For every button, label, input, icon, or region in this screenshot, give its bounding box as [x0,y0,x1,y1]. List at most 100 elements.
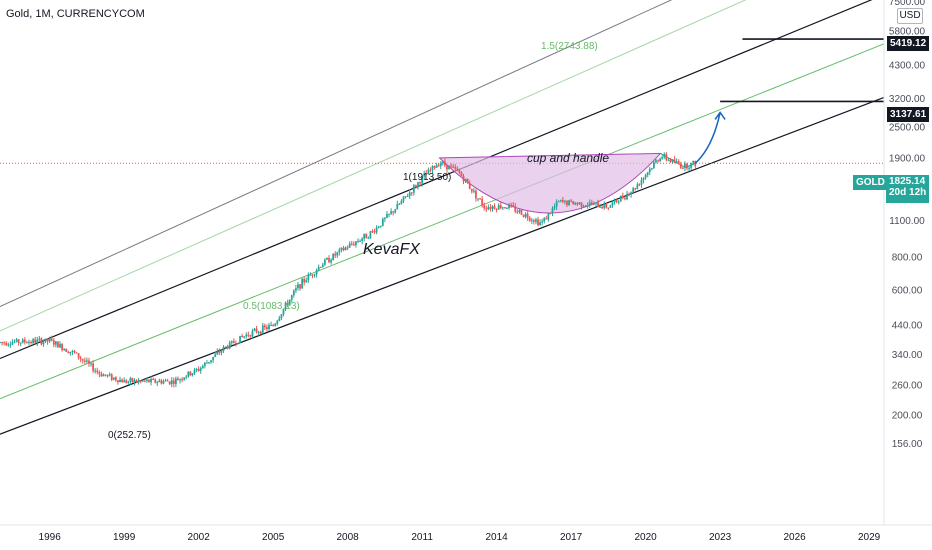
candle-body [305,280,308,283]
candle-body [667,159,670,161]
candle-body [187,371,190,377]
candle-body [317,267,320,271]
candle-body [69,351,72,354]
candle-body [46,338,49,342]
x-tick-label: 1999 [113,532,136,543]
candle-body [504,207,506,209]
candle-body [566,200,568,206]
candle-body [220,350,223,353]
candle-body [597,202,599,208]
candle-body [11,342,14,345]
candle-body [323,259,326,265]
fib-15-label: 1.5(2743.88) [541,41,598,52]
candle-body [398,203,401,205]
candle-body [514,206,517,212]
y-tick-label: 260.00 [892,381,923,392]
candle-body [381,218,384,226]
candle-body [338,249,341,253]
candle-body [90,363,92,365]
candle-body [425,173,428,175]
candle-body [684,163,686,168]
candle-body [592,203,595,205]
candle-body [400,200,403,204]
candle-body [160,380,163,384]
candle-body [359,240,361,242]
candle-body [508,204,510,209]
candle-body [32,339,35,343]
candle-body [255,328,258,333]
candle-body [348,243,351,248]
candle-body [394,209,397,213]
candle-body [208,361,210,363]
candle-body [417,182,419,188]
candle-body [590,202,593,205]
y-tick-label: 800.00 [892,252,923,263]
candle-body [539,222,541,226]
currency-badge[interactable]: USD [897,8,923,24]
candle-body [648,168,651,173]
candle-body [259,331,262,334]
candle-body [280,314,283,319]
candle-body [137,380,140,383]
candle-body [501,207,504,209]
candle-body [15,339,18,342]
candles [0,152,697,388]
candle-body [313,274,316,276]
candle-body [183,377,186,380]
candle-body [102,374,105,377]
candle-body [119,379,121,383]
candle-body [319,267,322,269]
candle-body [673,159,676,163]
candle-body [166,380,169,382]
candle-body [468,183,471,189]
candle-body [611,202,614,206]
x-tick-label: 2029 [858,532,881,543]
bar-countdown: 20d 12h [889,187,927,198]
candle-body [274,323,277,327]
candle-body [17,339,20,343]
candle-body [28,341,30,343]
candle-body [549,212,552,214]
candle-body [86,360,88,362]
candle-body [290,295,293,300]
candle-body [23,339,26,343]
y-tick-label: 1900.00 [889,154,926,165]
candle-body [59,344,61,348]
candle-body [177,378,179,381]
candle-body [661,157,664,159]
y-tick-label: 3200.00 [889,94,926,105]
candle-body [415,185,417,188]
candle-body [284,302,287,310]
y-tick-label: 2500.00 [889,122,926,133]
candle-body [303,278,306,283]
candle-body [404,196,407,198]
candle-body [131,378,134,383]
candle-body [191,373,194,376]
candle-body [477,198,479,200]
candle-body [237,343,239,345]
candle-body [232,341,235,344]
projection-arrowhead [714,111,726,120]
candle-body [642,177,645,180]
candle-body [443,161,446,166]
candle-body [226,346,229,349]
candle-body [601,206,604,209]
candle-body [152,378,155,380]
candle-body [106,375,109,377]
candle-body [367,237,370,239]
candle-body [421,176,424,184]
candle-body [311,274,314,276]
candle-body [450,165,453,167]
candle-body [423,173,426,177]
candle-body [286,302,289,306]
cup-area [438,152,662,214]
y-tick-label: 4300.00 [889,60,926,71]
candle-body [230,341,233,343]
candle-body [216,351,219,355]
candle-body [572,201,575,205]
candle-body [657,160,659,162]
candle-body [603,203,606,209]
candle-body [326,257,328,260]
candle-body [185,376,188,378]
candle-body [429,169,432,171]
